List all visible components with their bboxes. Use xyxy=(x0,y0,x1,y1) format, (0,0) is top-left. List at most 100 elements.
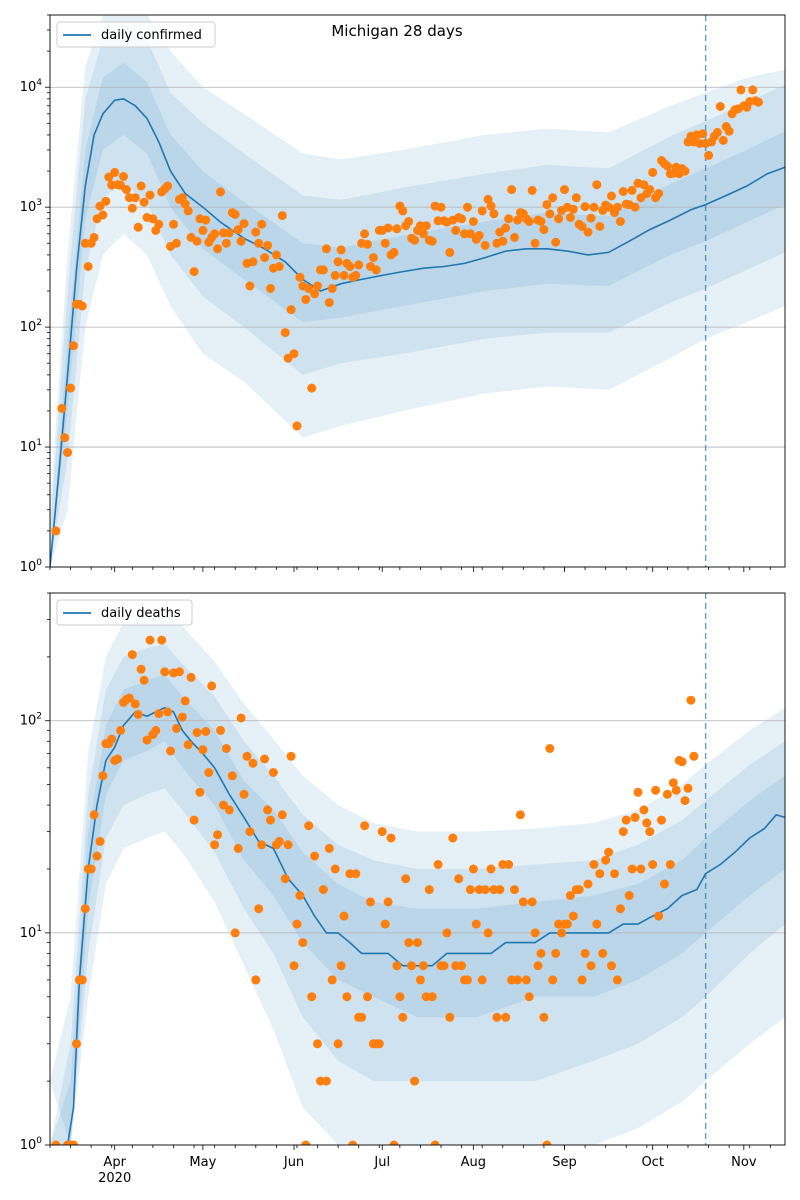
data-point xyxy=(374,1039,384,1049)
data-point xyxy=(224,805,234,815)
data-point xyxy=(110,167,120,177)
legend: daily confirmed xyxy=(56,21,216,48)
data-point xyxy=(63,448,73,457)
data-point xyxy=(292,421,302,431)
data-point xyxy=(598,948,608,958)
data-point xyxy=(510,885,519,895)
data-point xyxy=(324,843,334,853)
data-point xyxy=(207,681,217,691)
data-point xyxy=(348,1140,358,1145)
data-point xyxy=(583,879,593,889)
data-point xyxy=(360,229,370,239)
data-point xyxy=(230,209,240,219)
data-point xyxy=(254,904,264,914)
data-point xyxy=(183,206,193,216)
x-tick-label: Sep xyxy=(552,1155,577,1170)
data-point xyxy=(530,928,540,938)
data-point xyxy=(645,185,655,195)
data-point xyxy=(366,897,375,907)
data-point xyxy=(418,961,428,971)
data-point xyxy=(533,961,543,971)
data-point xyxy=(195,787,205,797)
data-point xyxy=(665,860,675,869)
data-point xyxy=(427,992,437,1002)
data-point xyxy=(310,289,320,299)
data-point xyxy=(89,810,99,820)
data-point xyxy=(536,217,546,226)
data-point xyxy=(480,885,490,895)
data-point xyxy=(180,696,190,706)
data-point xyxy=(680,166,690,176)
data-point xyxy=(101,196,111,206)
data-point xyxy=(224,228,234,238)
data-point xyxy=(280,874,290,884)
data-point xyxy=(116,725,126,735)
data-point xyxy=(633,787,643,797)
data-point xyxy=(630,812,640,822)
data-point xyxy=(333,1039,343,1049)
data-point xyxy=(304,821,314,831)
data-point xyxy=(357,1012,367,1022)
data-point xyxy=(439,961,449,971)
data-point xyxy=(557,928,567,938)
data-point xyxy=(754,97,763,107)
data-point xyxy=(445,247,455,257)
data-point xyxy=(174,667,184,677)
data-point xyxy=(480,240,490,250)
data-point xyxy=(612,202,622,212)
data-point xyxy=(227,771,237,781)
data-point xyxy=(639,805,649,815)
data-point xyxy=(648,860,658,869)
data-point xyxy=(327,284,337,293)
data-point xyxy=(530,238,540,248)
data-point xyxy=(251,227,261,237)
data-point xyxy=(501,1012,511,1022)
x-tick-label: Jun xyxy=(283,1155,304,1170)
data-point xyxy=(92,851,102,861)
data-point xyxy=(233,843,243,853)
data-point xyxy=(183,740,193,750)
data-point xyxy=(486,201,496,211)
data-point xyxy=(254,238,264,248)
data-point xyxy=(289,349,299,359)
data-point xyxy=(662,789,672,799)
data-point xyxy=(330,864,340,874)
data-point xyxy=(248,257,258,267)
data-point xyxy=(457,961,467,971)
data-point xyxy=(463,202,472,212)
data-point xyxy=(648,167,658,177)
data-point xyxy=(501,223,511,233)
data-point xyxy=(562,919,572,929)
data-point xyxy=(612,975,622,985)
data-point xyxy=(448,833,458,843)
data-point xyxy=(607,191,616,201)
data-point xyxy=(136,181,146,191)
data-point xyxy=(639,180,649,190)
data-point xyxy=(127,650,137,660)
data-point xyxy=(318,885,328,895)
data-point xyxy=(724,126,734,136)
data-point xyxy=(98,210,108,220)
data-point xyxy=(221,238,231,248)
data-point xyxy=(504,860,514,869)
x-year-label: 2020 xyxy=(98,1171,131,1186)
data-point xyxy=(577,222,587,231)
data-point xyxy=(136,664,146,674)
data-point xyxy=(642,818,652,828)
data-point xyxy=(586,213,596,223)
data-point xyxy=(554,214,564,224)
data-point xyxy=(380,919,390,929)
data-point xyxy=(66,383,76,393)
data-point xyxy=(589,202,599,212)
data-point xyxy=(615,217,625,226)
data-point xyxy=(471,919,481,929)
data-point xyxy=(689,751,699,761)
data-point xyxy=(592,919,602,929)
data-point xyxy=(427,236,437,246)
data-point xyxy=(113,754,123,764)
data-point xyxy=(239,789,249,799)
data-point xyxy=(636,864,646,874)
figure-title: Michigan 28 days xyxy=(331,22,462,40)
data-point xyxy=(163,181,173,191)
data-point xyxy=(451,225,461,235)
